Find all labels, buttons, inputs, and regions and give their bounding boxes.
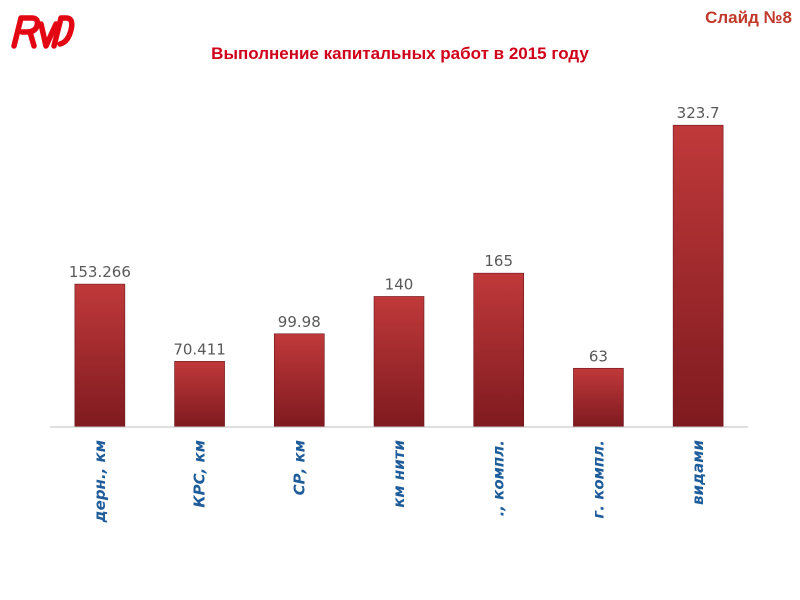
data-label-1: 153.266 (69, 263, 131, 281)
category-label-2: КРС, км (191, 440, 209, 508)
data-label-7: 323.7 (677, 104, 720, 122)
slide-number: Слайд №8 (705, 8, 792, 27)
bar-2 (174, 361, 225, 428)
chart-title: Выполнение капитальных работ в 2015 году (211, 44, 589, 63)
category-label-3: СР, км (290, 440, 308, 495)
bar-6 (573, 367, 624, 428)
category-label-1: дерн., км (91, 440, 109, 523)
bar-3 (273, 333, 325, 428)
category-label-4: км нити (390, 440, 408, 508)
category-label-6: г. компл. (589, 440, 607, 519)
category-label-5: ., компл. (490, 440, 508, 516)
category-label-7: видами (689, 440, 707, 505)
bar-1 (74, 283, 126, 428)
bar-5 (473, 272, 525, 428)
data-label-5: 165 (484, 252, 513, 270)
data-label-2: 70.411 (173, 340, 226, 358)
data-label-6: 63 (589, 347, 608, 365)
rzd-logo-icon (11, 15, 75, 49)
bar-4 (373, 296, 425, 428)
bar-7 (672, 124, 724, 428)
data-label-3: 99.98 (278, 313, 321, 331)
data-label-4: 140 (385, 275, 414, 293)
